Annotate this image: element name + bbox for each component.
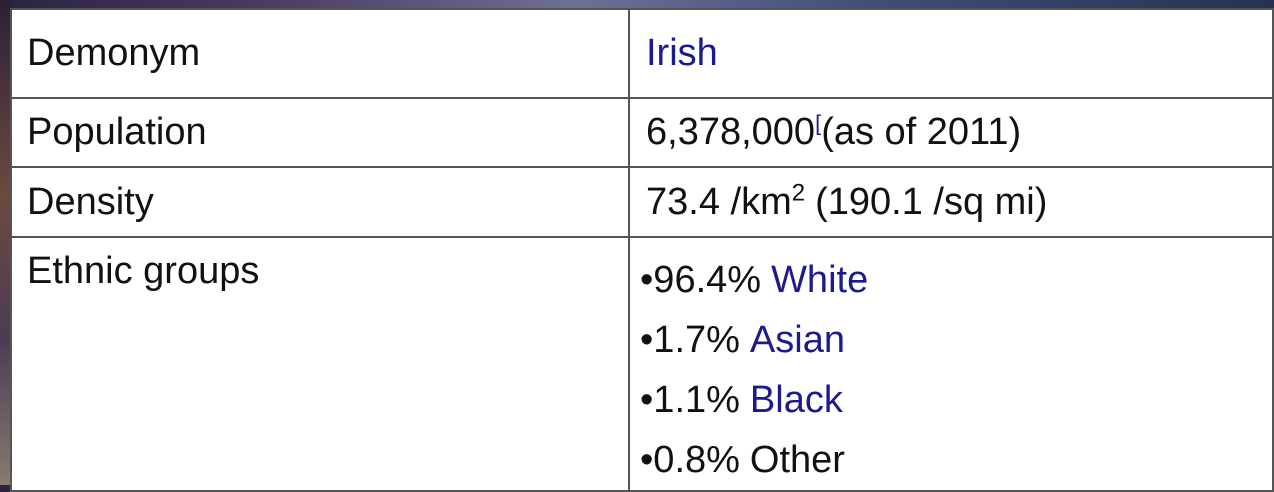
share: •0.8% [640,439,740,481]
row-label: Density [11,167,629,237]
share: •96.4% [640,259,761,301]
density-rest: (190.1 /sq mi) [815,181,1047,223]
row-label: Ethnic groups [11,237,629,491]
list-item: •96.4%White [640,250,1272,310]
list-item: •1.1%Black [640,370,1272,430]
share: •1.7% [640,319,740,361]
population-number: 6,378,000 [646,111,815,153]
share: •1.1% [640,379,740,421]
link[interactable]: Irish [646,32,718,74]
page: Demonym Irish Population 6,378,000[(as o… [0,0,1274,485]
group-link[interactable]: White [771,259,868,301]
row-label: Population [11,98,629,167]
row-value: Irish [629,9,1273,98]
row: Ethnic groups •96.4%White•1.7%Asian•1.1%… [11,237,1273,491]
density-main: 73.4 /km [646,181,792,223]
group-link[interactable]: Black [750,379,843,421]
row: Population 6,378,000[(as of 2011) [11,98,1273,167]
density-sup: 2 [792,179,805,206]
list-item: •0.8%Other [640,430,1272,490]
row: Density 73.4 /km2 (190.1 /sq mi) [11,167,1273,237]
list-item: •1.7%Asian [640,310,1272,370]
row-value: 73.4 /km2 (190.1 /sq mi) [629,167,1273,237]
population-note: (as of 2011) [821,111,1021,153]
row: Demonym Irish [11,9,1273,98]
row-value: 6,378,000[(as of 2011) [629,98,1273,167]
infobox-table: Demonym Irish Population 6,378,000[(as o… [10,8,1274,492]
row-value: •96.4%White•1.7%Asian•1.1%Black•0.8%Othe… [629,237,1273,491]
group-link[interactable]: Asian [750,319,845,361]
row-label: Demonym [11,9,629,98]
group: Other [750,439,845,481]
